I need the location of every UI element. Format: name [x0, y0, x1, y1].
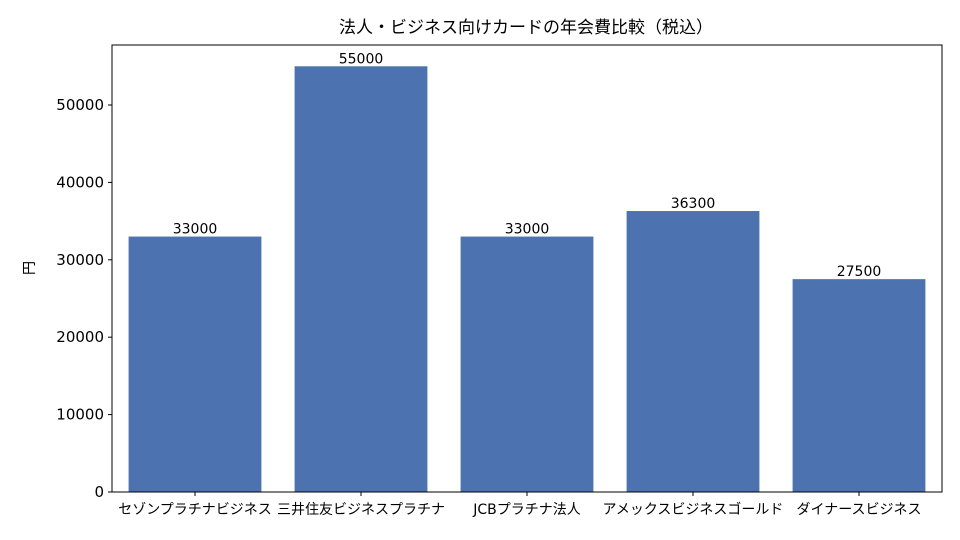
y-tick-label: 20000 [56, 328, 104, 346]
bar-value-label: 33000 [505, 222, 550, 238]
bar-value-label: 55000 [339, 51, 384, 67]
bar [294, 66, 428, 492]
x-tick-label: セゾンプラチナビジネス [118, 502, 272, 518]
y-tick-label: 0 [94, 483, 104, 501]
x-tick-label: アメックスビジネスゴールド [603, 501, 784, 518]
data-labels-group: 33000 55000 33000 36300 27500 [173, 51, 882, 280]
x-tick-label: 三井住友ビジネスプラチナ [277, 502, 445, 518]
x-tick-label: JCBプラチナ法人 [472, 502, 581, 518]
bar [792, 279, 926, 492]
chart-title: 法人・ビジネス向けカードの年会費比較（税込） [339, 18, 713, 38]
bar [128, 236, 262, 492]
bars-group [128, 66, 926, 492]
bar-value-label: 36300 [671, 196, 716, 212]
y-tick-label: 40000 [56, 173, 104, 191]
x-tick-label: ダイナースビジネス [796, 502, 921, 518]
bar-value-label: 33000 [173, 222, 218, 238]
y-axis-ticks: 0 10000 20000 30000 40000 50000 [56, 96, 112, 501]
x-axis-ticks: セゾンプラチナビジネス 三井住友ビジネスプラチナ JCBプラチナ法人 アメックスビジネ… [118, 492, 922, 518]
plot-frame [111, 44, 943, 493]
bar [626, 211, 760, 492]
bar-value-label: 27500 [837, 264, 882, 280]
bar [460, 236, 594, 492]
y-tick-label: 30000 [56, 251, 104, 269]
y-tick-label: 50000 [56, 96, 104, 114]
y-axis-label: 円 [22, 261, 38, 275]
y-tick-label: 10000 [56, 406, 104, 424]
